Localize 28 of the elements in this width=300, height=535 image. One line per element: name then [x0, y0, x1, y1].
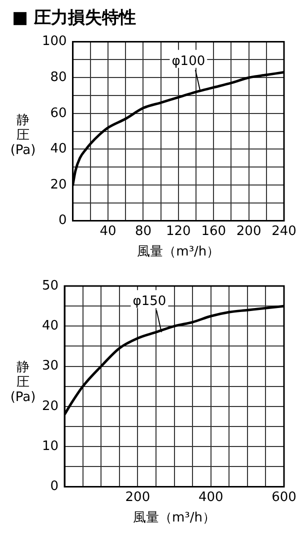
annotation: φ100	[172, 54, 206, 69]
x-tick-label: 240	[272, 224, 296, 239]
y-tick-label: 60	[50, 106, 67, 121]
y-tick-label: 80	[50, 70, 67, 85]
y-tick-label: 10	[42, 439, 59, 454]
y-tick-label: 40	[42, 318, 59, 334]
y-tick-label: 0	[50, 479, 59, 494]
y-tick-label: 20	[50, 177, 67, 192]
annotation: φ150	[132, 294, 166, 310]
x-tick-label: 160	[201, 224, 226, 239]
y-tick-label: 30	[42, 358, 59, 374]
x-tick-label: 600	[272, 490, 296, 505]
x-tick-label: 80	[134, 224, 152, 239]
y-axis-title: 静圧(Pa)	[9, 112, 37, 158]
y-tick-label: 50	[42, 278, 59, 294]
y-tick-label: 100	[42, 34, 67, 50]
y-tick-label: 20	[42, 398, 59, 414]
y-tick-label: 0	[58, 213, 67, 228]
x-tick-label: 120	[166, 224, 191, 239]
x-axis-title: 風量（m³/h）	[133, 510, 216, 526]
y-tick-label: 40	[50, 142, 67, 157]
x-tick-label: 200	[125, 490, 150, 505]
x-tick-label: 40	[100, 224, 116, 239]
chart-title: ■ 圧力損失特性	[11, 7, 137, 28]
x-axis-title: 風量（m³/h）	[137, 244, 220, 260]
y-axis-title: 静圧(Pa)	[9, 360, 37, 405]
x-tick-label: 400	[198, 490, 224, 505]
x-tick-label: 200	[236, 224, 262, 239]
